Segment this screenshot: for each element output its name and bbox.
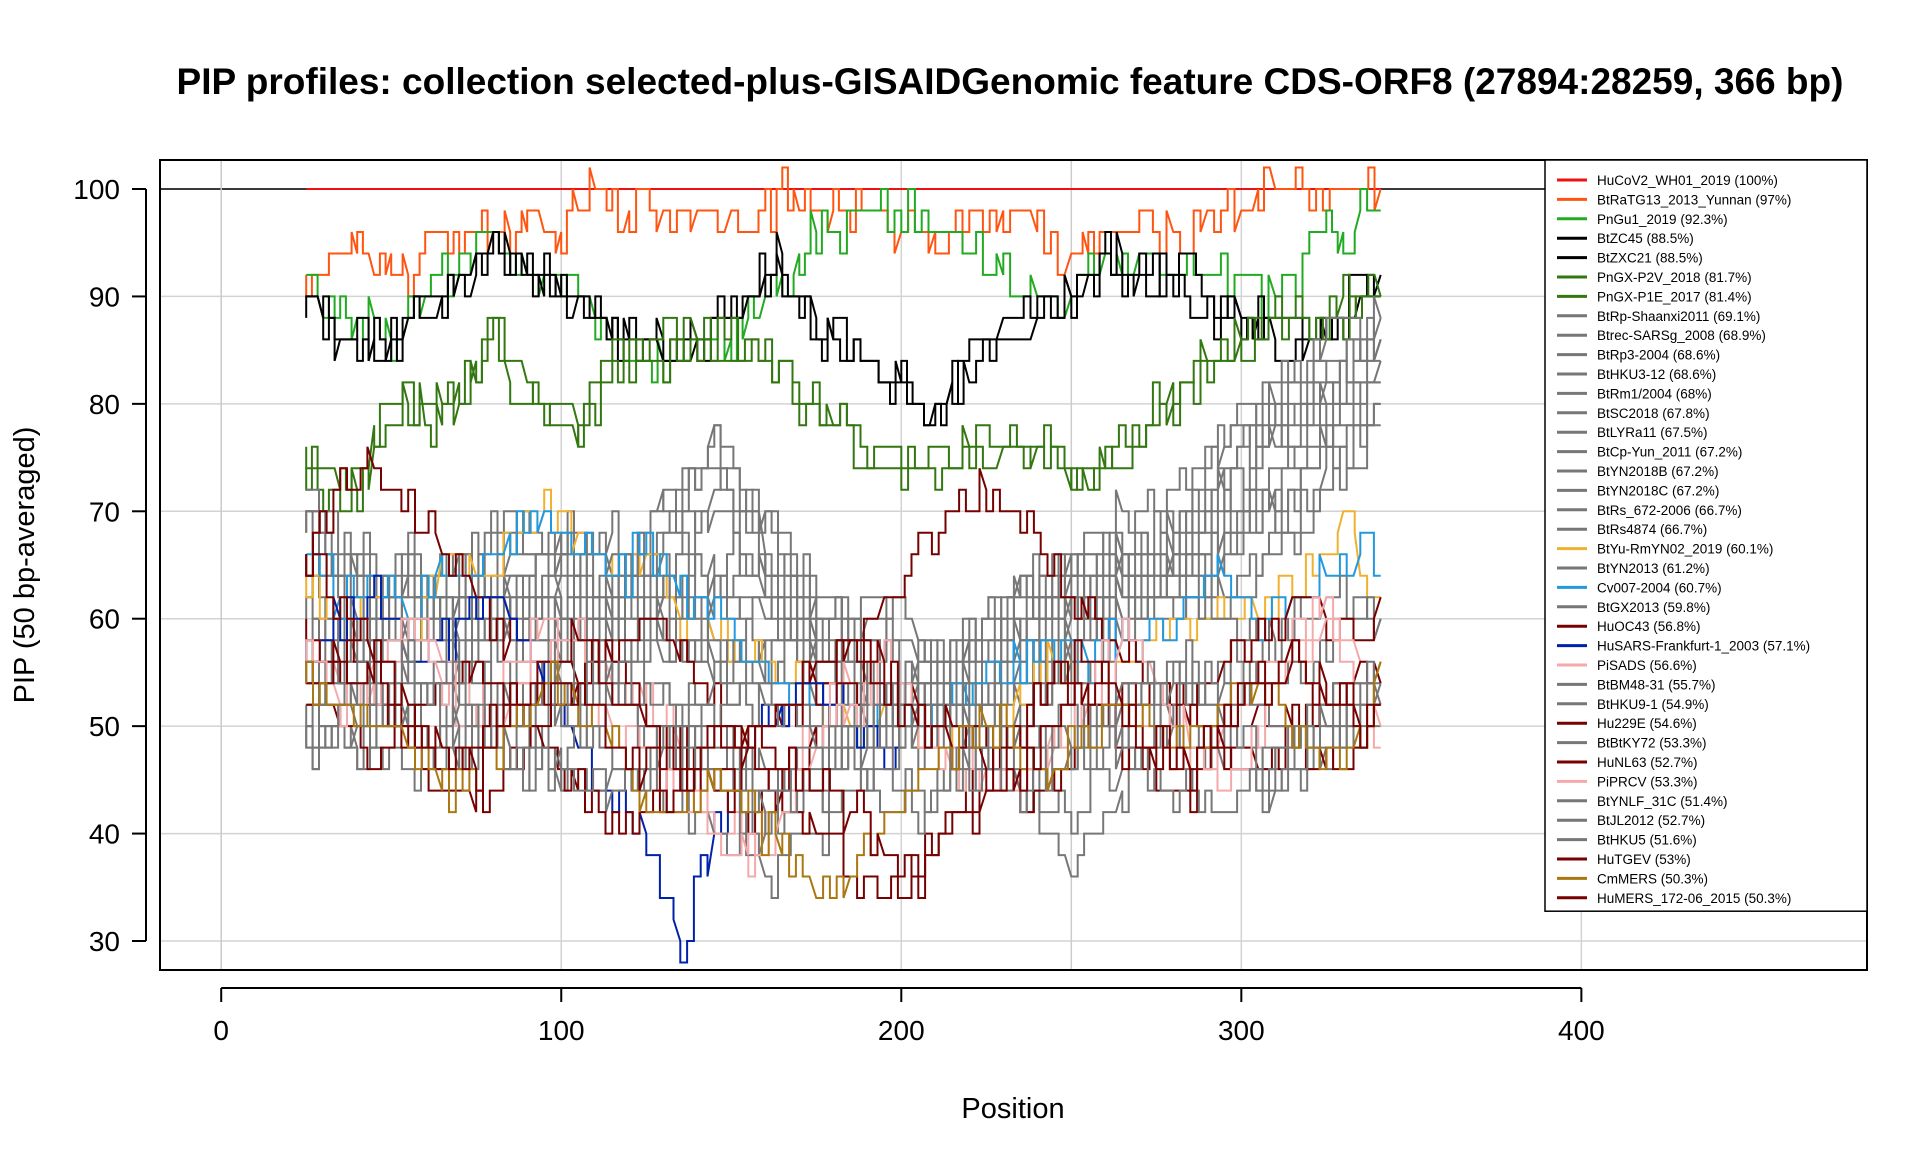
legend-entry: BtRs4874 (66.7%)	[1597, 522, 1707, 537]
legend-entry: HuTGEV (53%)	[1597, 852, 1691, 867]
series-line-1	[305, 166, 1382, 298]
legend: HuCoV2_WH01_2019 (100%) BtRaTG13_2013_Yun…	[1544, 159, 1868, 912]
legend-entry: BtCp-Yun_2011 (67.2%)	[1597, 445, 1742, 460]
x-tick-label: 400	[1558, 1015, 1605, 1046]
legend-entry: BtHKU3-12 (68.6%)	[1597, 367, 1716, 382]
y-tick-label: 70	[89, 496, 120, 527]
series-line-3	[306, 231, 1382, 427]
y-axis: 30 40 50 60 70 80 90 100	[73, 174, 147, 957]
x-tick-label: 100	[538, 1015, 585, 1046]
series-line-4	[305, 231, 1381, 427]
legend-entry: BtHKU5 (51.6%)	[1597, 833, 1697, 848]
legend-entry: BtYN2018C (67.2%)	[1597, 483, 1719, 498]
legend-entry: BtLYRa11 (67.5%)	[1597, 425, 1708, 440]
legend-entry: HuCoV2_WH01_2019 (100%)	[1597, 173, 1778, 188]
legend-entry: Btrec-SARSg_2008 (68.9%)	[1597, 328, 1766, 343]
legend-entry: BtRm1/2004 (68%)	[1597, 386, 1712, 401]
legend-entry: PiSADS (56.6%)	[1597, 658, 1697, 673]
legend-entry: PnGX-P1E_2017 (81.4%)	[1597, 289, 1752, 304]
legend-entry: HuNL63 (52.7%)	[1597, 755, 1698, 770]
legend-entry: BtHKU9-1 (54.9%)	[1597, 697, 1709, 712]
legend-entry: BtBM48-31 (55.7%)	[1597, 677, 1716, 692]
legend-entry: BtZC45 (88.5%)	[1597, 231, 1694, 246]
legend-entry: BtSC2018 (67.8%)	[1597, 406, 1710, 421]
legend-entry: HuSARS-Frankfurt-1_2003 (57.1%)	[1597, 639, 1810, 654]
x-axis: 0 100 200 300 400	[213, 987, 1605, 1046]
legend-entry: HuOC43 (56.8%)	[1597, 619, 1701, 634]
y-axis-label: PIP (50 bp-averaged)	[9, 427, 41, 704]
legend-entry: Hu229E (54.6%)	[1597, 716, 1697, 731]
y-tick-label: 60	[89, 604, 120, 635]
legend-entry: BtYN2013 (61.2%)	[1597, 561, 1710, 576]
series-line-2	[306, 188, 1381, 384]
y-tick-label: 30	[89, 926, 120, 957]
x-tick-label: 0	[213, 1015, 229, 1046]
legend-entry: CmMERS (50.3%)	[1597, 871, 1708, 886]
series-line-20	[306, 531, 1382, 771]
chart-title: PIP profiles: collection selected-plus-G…	[177, 61, 1844, 102]
y-tick-label: 90	[89, 281, 120, 312]
legend-entry: PnGX-P2V_2018 (81.7%)	[1597, 270, 1752, 285]
legend-entry: PnGu1_2019 (92.3%)	[1597, 212, 1728, 227]
legend-entry: BtGX2013 (59.8%)	[1597, 600, 1710, 615]
legend-entry: BtZXC21 (88.5%)	[1597, 251, 1703, 266]
legend-entry: BtRaTG13_2013_Yunnan (97%)	[1597, 192, 1791, 207]
y-tick-label: 40	[89, 819, 120, 850]
legend-entry: PiPRCV (53.3%)	[1597, 774, 1698, 789]
legend-entry: BtRs_672-2006 (66.7%)	[1597, 503, 1742, 518]
y-tick-label: 50	[89, 711, 120, 742]
x-tick-label: 200	[878, 1015, 925, 1046]
x-axis-label: Position	[961, 1093, 1064, 1125]
series-line-6	[305, 295, 1381, 513]
series-line-37	[305, 553, 1381, 899]
legend-entry: BtRp3-2004 (68.6%)	[1597, 348, 1720, 363]
legend-entry: Cv007-2004 (60.7%)	[1597, 580, 1722, 595]
y-tick-label: 100	[73, 174, 120, 205]
legend-entry: BtJL2012 (52.7%)	[1597, 813, 1705, 828]
y-tick-label: 80	[89, 389, 120, 420]
series-lines	[305, 166, 1382, 964]
legend-entry: BtYNLF_31C (51.4%)	[1597, 794, 1728, 809]
legend-entry: BtYu-RmYN02_2019 (60.1%)	[1597, 542, 1773, 557]
legend-entry: BtBtKY72 (53.3%)	[1597, 736, 1707, 751]
legend-entry: BtRp-Shaanxi2011 (69.1%)	[1597, 309, 1760, 324]
x-tick-label: 300	[1218, 1015, 1265, 1046]
series-line-18	[305, 381, 1381, 685]
legend-entry: HuMERS_172-06_2015 (50.3%)	[1597, 891, 1791, 906]
series-line-32	[305, 639, 1382, 835]
legend-box	[1544, 159, 1868, 912]
legend-entry: BtYN2018B (67.2%)	[1597, 464, 1719, 479]
